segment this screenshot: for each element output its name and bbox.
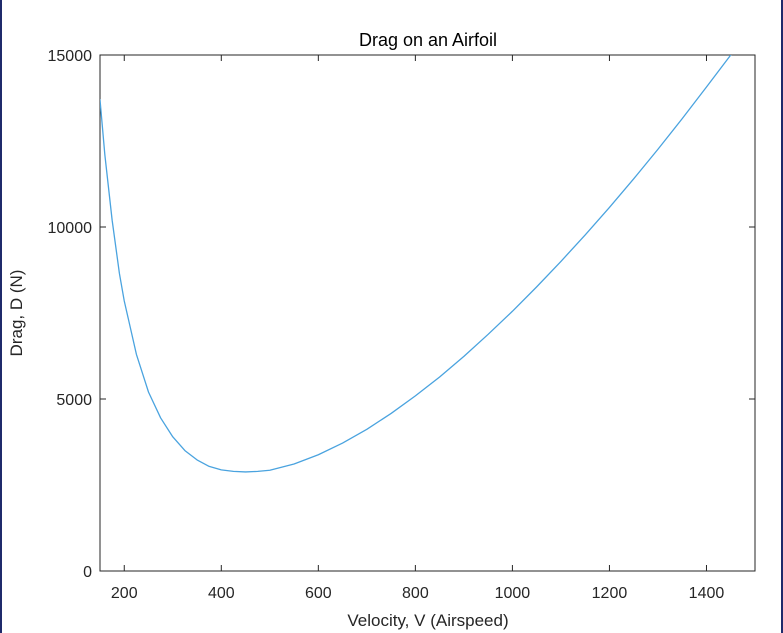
axes-box: [99, 54, 756, 572]
ticks: [100, 54, 755, 572]
plot-frame: [99, 54, 756, 572]
tick-labels: 200 400 600 800 1000 1200 1400 0 5000 10000 15000: [48, 48, 725, 602]
y-tick-label: 0: [83, 564, 92, 581]
x-tick-label: 1400: [689, 585, 725, 602]
y-tick-label: 10000: [48, 220, 93, 237]
x-tick-label: 800: [402, 585, 429, 602]
y-tick-label: 15000: [48, 48, 93, 65]
x-tick-label: 400: [208, 585, 235, 602]
series-line-0: [100, 55, 732, 473]
y-axis-title: Drag, D (N): [7, 270, 26, 357]
x-tick-label: 600: [305, 585, 332, 602]
y-tick-label: 5000: [56, 392, 92, 409]
x-axis-title: Velocity, V (Airspeed): [347, 611, 508, 630]
frame-edge-right: [781, 0, 783, 633]
series-layer: [100, 55, 732, 473]
frame-edge-left: [0, 0, 2, 633]
x-tick-label: 1200: [592, 585, 628, 602]
x-tick-label: 200: [111, 585, 138, 602]
x-tick-label: 1000: [495, 585, 531, 602]
chart-title: Drag on an Airfoil: [359, 30, 497, 50]
